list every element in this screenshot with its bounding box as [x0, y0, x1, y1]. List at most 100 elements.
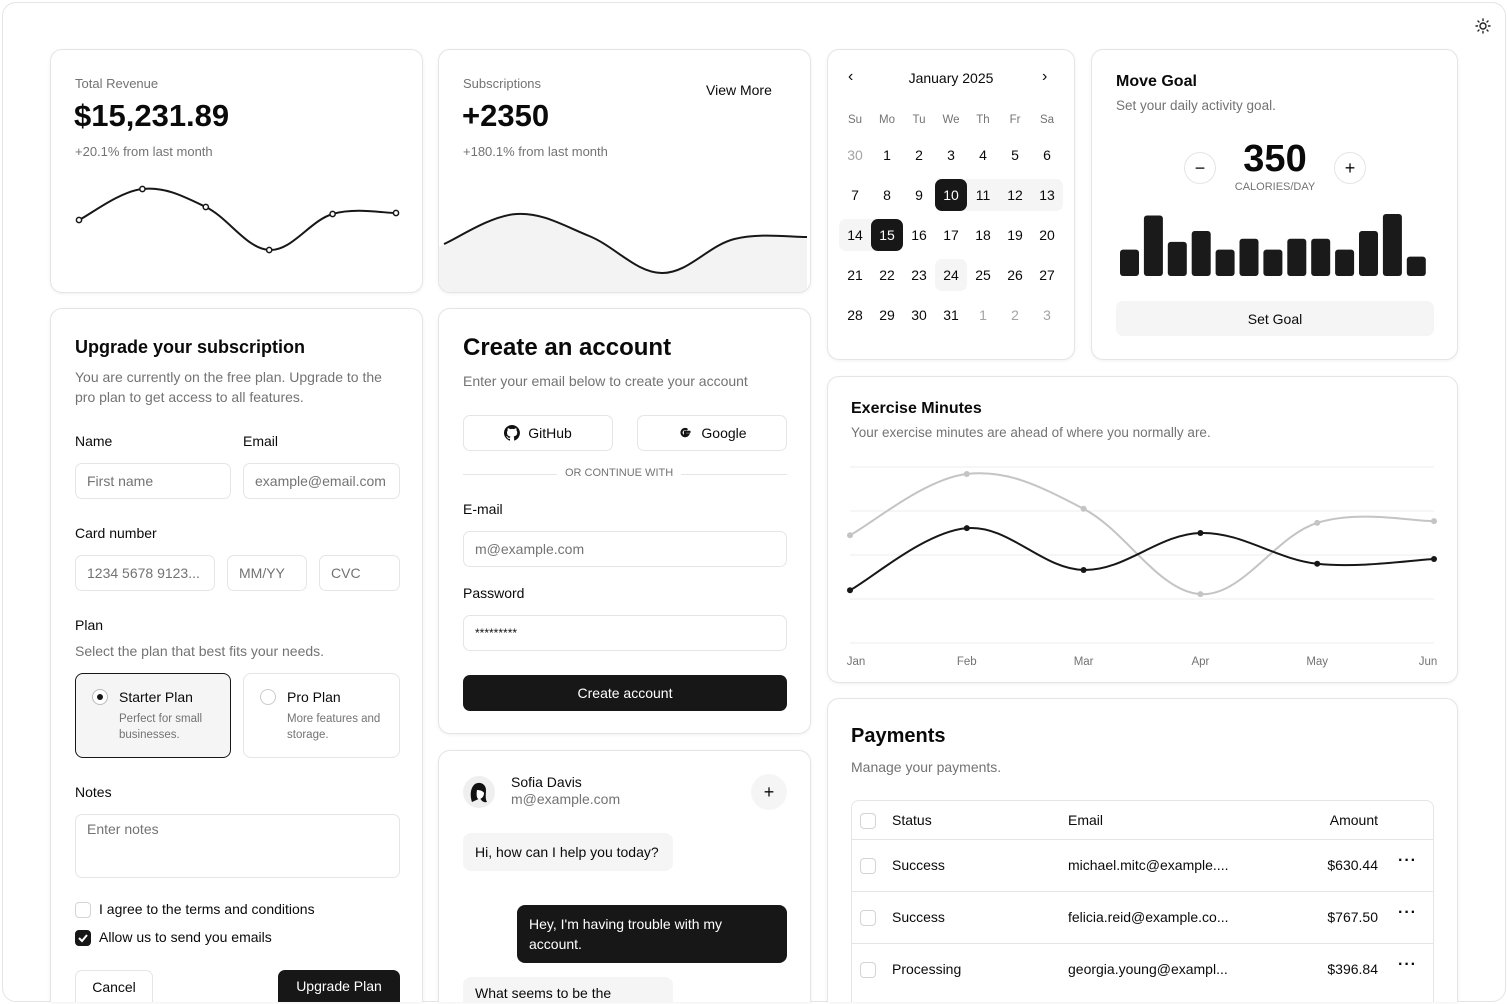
calendar-day[interactable]: 9	[915, 187, 923, 203]
calendar-day[interactable]: 26	[1007, 267, 1023, 283]
email-input[interactable]: example@email.com	[243, 463, 400, 499]
status-cell: Processing	[892, 961, 962, 977]
calendar-day[interactable]: 11	[975, 187, 991, 203]
table-row[interactable]: Success felicia.reid@example.co... $767.…	[852, 891, 1433, 943]
calendar-day[interactable]: 1	[883, 147, 891, 163]
calendar-day[interactable]: 6	[1043, 147, 1051, 163]
terms-checkbox[interactable]	[75, 902, 91, 918]
payments-card: Payments Manage your payments. Status Em…	[827, 698, 1458, 1002]
cancel-button[interactable]: Cancel	[75, 970, 153, 1002]
calendar-day[interactable]: 16	[911, 227, 927, 243]
column-header-email[interactable]: Email	[1068, 812, 1104, 828]
calendar-day[interactable]: 8	[883, 187, 891, 203]
calendar-day[interactable]: 4	[979, 147, 987, 163]
calendar-day[interactable]: 3	[947, 147, 955, 163]
minus-icon: −	[1194, 157, 1206, 178]
prev-month-button[interactable]: ‹	[848, 68, 854, 85]
series-point	[1314, 519, 1321, 526]
plus-icon: +	[763, 781, 775, 802]
calendar-day[interactable]: 30	[911, 307, 927, 323]
github-button[interactable]: GitHub	[463, 415, 613, 451]
select-all-checkbox[interactable]	[860, 813, 876, 829]
calendar-day[interactable]: 20	[1039, 227, 1055, 243]
email-input[interactable]: m@example.com	[463, 531, 787, 567]
row-checkbox[interactable]	[860, 962, 876, 978]
calendar-day[interactable]: 10	[935, 179, 967, 211]
goal-bar	[1120, 249, 1139, 276]
revenue-point	[202, 203, 210, 211]
plan-label: Plan	[75, 617, 104, 633]
view-more-link[interactable]: View More	[706, 82, 772, 98]
google-button[interactable]: Google	[637, 415, 787, 451]
calendar-day[interactable]: 18	[975, 227, 991, 243]
next-month-button[interactable]: ›	[1042, 68, 1048, 85]
subscriptions-sparkline	[439, 212, 808, 292]
calendar-day[interactable]: 2	[915, 147, 923, 163]
calendar-day[interactable]: 7	[851, 187, 859, 203]
calendar-day[interactable]: 27	[1039, 267, 1055, 283]
calendar-day[interactable]: 2	[1011, 307, 1019, 323]
goal-bar	[1311, 238, 1331, 276]
calendar-day[interactable]: 31	[943, 307, 959, 323]
goal-bar	[1406, 256, 1426, 276]
calendar-day[interactable]: 23	[911, 267, 927, 283]
calendar-day[interactable]: 1	[979, 307, 987, 323]
increase-button[interactable]: +	[1334, 152, 1366, 184]
calendar-day[interactable]: 13	[1039, 187, 1055, 203]
payments-table: Status Email Amount Success michael.mitc…	[851, 800, 1434, 1002]
calendar-day[interactable]: 22	[879, 267, 895, 283]
calendar-day[interactable]: 3	[1043, 307, 1051, 323]
calendar-day[interactable]: 30	[847, 147, 863, 163]
move-goal-bar-chart	[1120, 214, 1426, 276]
decrease-button[interactable]: −	[1184, 152, 1216, 184]
cvc-input[interactable]: CVC	[319, 555, 400, 591]
calendar-day[interactable]: 5	[1011, 147, 1019, 163]
card-number-input[interactable]: 1234 5678 9123...	[75, 555, 215, 591]
table-row[interactable]: Success michael.mitc@example.... $630.44…	[852, 839, 1433, 891]
row-checkbox[interactable]	[860, 858, 876, 874]
notes-textarea[interactable]: Enter notes	[75, 814, 400, 878]
goal-bar	[1215, 249, 1235, 276]
password-input[interactable]: *********	[463, 615, 787, 651]
radio-unselected[interactable]	[260, 689, 276, 705]
calendar-day[interactable]: 28	[847, 307, 863, 323]
column-header-status[interactable]: Status	[892, 812, 932, 828]
plan-description: Select the plan that best fits your need…	[75, 643, 325, 659]
new-message-button[interactable]: +	[751, 774, 787, 810]
set-goal-button[interactable]: Set Goal	[1116, 301, 1434, 336]
row-checkbox[interactable]	[860, 910, 876, 926]
calendar-day[interactable]: 19	[1007, 227, 1023, 243]
row-actions-icon[interactable]: ···	[1398, 852, 1417, 869]
row-actions-icon[interactable]: ···	[1398, 904, 1417, 921]
plan-option-pro[interactable]: Pro Plan More features and storage.	[243, 673, 400, 758]
google-icon	[680, 427, 691, 438]
emails-checkbox[interactable]	[75, 930, 91, 946]
expiry-input[interactable]: MM/YY	[227, 555, 307, 591]
upgrade-plan-button[interactable]: Upgrade Plan	[278, 970, 400, 1002]
subscriptions-value: +2350	[462, 98, 550, 133]
calendar-day[interactable]: 14	[847, 227, 863, 243]
message-agent: What seems to be the	[463, 977, 673, 1002]
goal-value: 350	[1243, 138, 1307, 180]
calendar-day[interactable]: 21	[847, 267, 863, 283]
name-input[interactable]: First name	[75, 463, 231, 499]
column-header-amount[interactable]: Amount	[1329, 812, 1378, 828]
revenue-point	[139, 185, 146, 193]
calendar-day[interactable]: 12	[1007, 187, 1023, 203]
calendar-day[interactable]: 17	[943, 227, 959, 243]
create-account-button[interactable]: Create account	[463, 675, 787, 711]
calendar-day[interactable]: 29	[879, 307, 895, 323]
plan-option-starter[interactable]: Starter Plan Perfect for small businesse…	[75, 673, 231, 758]
goal-bar	[1191, 231, 1211, 276]
x-tick-label: Mar	[1074, 656, 1094, 668]
subscriptions-label: Subscriptions	[463, 76, 542, 91]
calendar-day[interactable]: 15	[871, 219, 903, 251]
create-account-card: Create an account Enter your email below…	[438, 308, 811, 734]
calendar-day[interactable]: 24	[935, 259, 967, 291]
radio-selected[interactable]	[92, 689, 108, 705]
row-actions-icon[interactable]: ···	[1398, 956, 1417, 973]
table-row[interactable]: Processing georgia.young@exampl... $396.…	[852, 943, 1433, 995]
move-goal-title: Move Goal	[1116, 73, 1197, 90]
theme-toggle[interactable]	[1473, 16, 1493, 36]
calendar-day[interactable]: 25	[975, 267, 991, 283]
